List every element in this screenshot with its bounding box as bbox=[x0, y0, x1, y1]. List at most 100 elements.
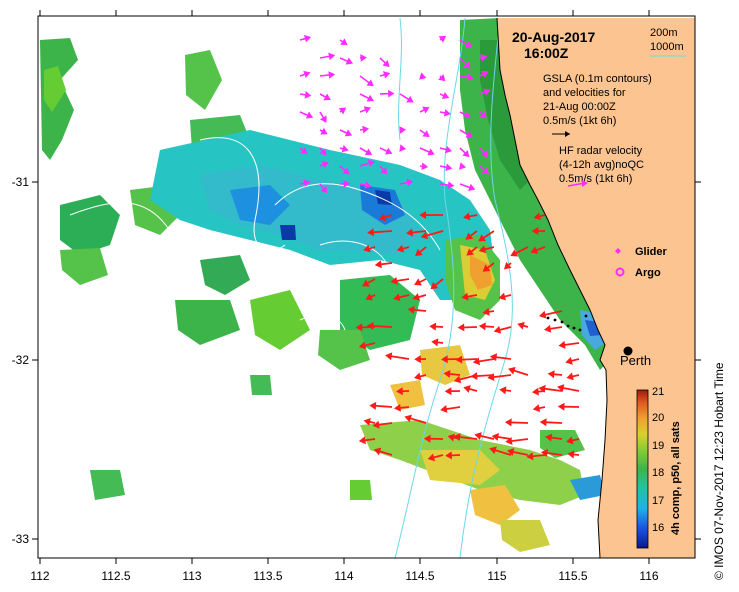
radar-arrow bbox=[547, 370, 563, 379]
radar-arrow bbox=[419, 211, 444, 220]
gsla-arrow bbox=[459, 73, 474, 81]
radar-arrow bbox=[367, 228, 393, 237]
gsla-arrow bbox=[319, 111, 327, 123]
radar-arrow bbox=[472, 357, 495, 366]
glider-legend: Glider bbox=[615, 246, 668, 258]
radar-arrow bbox=[558, 340, 580, 349]
gsla-arrow bbox=[299, 111, 314, 119]
gsla-arrow bbox=[319, 183, 328, 194]
gsla-arrow bbox=[379, 165, 388, 175]
radar-arrow bbox=[444, 387, 461, 396]
contour-200m bbox=[459, 17, 513, 559]
gsla-arrow bbox=[339, 165, 350, 175]
radar-arrow bbox=[506, 448, 529, 456]
radar-arrow bbox=[478, 230, 495, 242]
radar-arrow bbox=[404, 414, 427, 424]
radar-arrow bbox=[478, 245, 495, 254]
gsla-arrow bbox=[319, 52, 336, 61]
gsla-arrow bbox=[319, 161, 329, 169]
gsla-arrow bbox=[399, 178, 414, 187]
gsla-arrow bbox=[319, 127, 328, 135]
gsla-arrow bbox=[479, 110, 488, 119]
gsla-legend-line: 21-Aug 00:00Z bbox=[543, 101, 616, 113]
x-tick-label: 112.5 bbox=[101, 569, 130, 583]
radar-arrow bbox=[445, 451, 461, 460]
radar-arrow bbox=[413, 372, 427, 381]
radar-arrow bbox=[566, 436, 580, 445]
radar-arrow bbox=[566, 372, 580, 381]
radar-arrow bbox=[557, 402, 580, 411]
radar-arrow bbox=[415, 246, 427, 257]
gsla-arrow bbox=[359, 159, 376, 167]
gsla-arrow bbox=[299, 147, 308, 155]
radar-arrow bbox=[532, 404, 546, 413]
radar-arrow bbox=[373, 447, 393, 456]
radar-arrow bbox=[429, 322, 444, 331]
y-tick-label: -31 bbox=[12, 175, 30, 189]
gsla-arrow bbox=[399, 93, 414, 103]
gsla-arrow bbox=[419, 162, 429, 171]
argo-marker-icon bbox=[615, 267, 625, 277]
radar-arrow bbox=[365, 293, 376, 301]
x-tick-label: 114 bbox=[334, 569, 353, 583]
radar-arrow bbox=[498, 292, 512, 301]
gsla-arrow bbox=[299, 34, 312, 43]
radar-arrow bbox=[510, 246, 529, 257]
map-date: 20-Aug-2017 bbox=[512, 29, 595, 45]
radar-arrow bbox=[393, 293, 410, 302]
radar-arrow bbox=[393, 403, 410, 412]
colorbar-scale bbox=[636, 389, 649, 549]
gsla-arrow bbox=[419, 72, 427, 80]
gsla-arrow bbox=[319, 71, 336, 79]
colorbar-ticks: 21 20 19 18 17 16 bbox=[652, 386, 664, 534]
coastline bbox=[496, 17, 608, 559]
radar-arrow bbox=[457, 323, 478, 332]
glider-marker-icon bbox=[615, 248, 621, 254]
radar-arrow bbox=[465, 230, 478, 240]
x-tick-label: 113 bbox=[182, 569, 201, 583]
radar-arrow bbox=[372, 420, 393, 429]
radar-arrow bbox=[427, 453, 444, 462]
gsla-arrow bbox=[459, 183, 476, 191]
gsla-legend: GSLA (0.1m contours) and velocities for … bbox=[543, 73, 652, 127]
gsla-arrow bbox=[299, 179, 311, 187]
radar-arrow bbox=[463, 385, 478, 393]
copyright-text: © IMOS 07-Nov-2017 12:23 Hobart Time bbox=[712, 362, 726, 580]
radar-arrow bbox=[530, 246, 546, 254]
radar-arrow bbox=[482, 307, 495, 316]
gsla-arrow bbox=[459, 162, 467, 170]
gsla-arrow bbox=[439, 109, 451, 117]
gsla-arrow bbox=[459, 147, 470, 158]
gsla-arrow bbox=[339, 145, 349, 153]
gsla-arrow bbox=[339, 129, 353, 137]
gsla-legend-line: 0.5m/s (1kt 6h) bbox=[543, 115, 616, 127]
gsla-legend-line: GSLA (0.1m contours) bbox=[543, 73, 652, 85]
gsla-arrow bbox=[459, 111, 471, 119]
gsla-arrow bbox=[419, 106, 430, 114]
gsla-arrow bbox=[379, 71, 391, 79]
gsla-arrow bbox=[439, 145, 453, 154]
contour-1000m bbox=[394, 17, 466, 559]
radar-arrow bbox=[482, 262, 495, 272]
gsla-arrow bbox=[359, 181, 372, 189]
radar-arrow bbox=[369, 401, 393, 410]
radar-arrow bbox=[487, 373, 512, 381]
gsla-arrow bbox=[419, 147, 435, 156]
gsla-arrow bbox=[379, 57, 390, 68]
gsla-arrow bbox=[339, 179, 350, 188]
radar-legend-line: 0.5m/s (1kt 6h) bbox=[559, 173, 632, 185]
radar-arrow bbox=[358, 436, 376, 445]
depth-legend-1000m: 1000m bbox=[650, 41, 684, 53]
radar-arrow bbox=[362, 278, 376, 287]
radar-arrow bbox=[505, 437, 529, 445]
argo-legend: Argo bbox=[615, 267, 661, 279]
glider-label: Glider bbox=[635, 246, 668, 258]
gsla-arrow bbox=[438, 35, 447, 43]
radar-arrow bbox=[385, 352, 410, 361]
radar-arrow bbox=[504, 261, 512, 270]
perth-marker-icon bbox=[623, 346, 633, 356]
radar-arrow bbox=[493, 325, 512, 334]
gsla-arrow bbox=[379, 147, 393, 155]
gsla-arrow bbox=[359, 147, 373, 156]
